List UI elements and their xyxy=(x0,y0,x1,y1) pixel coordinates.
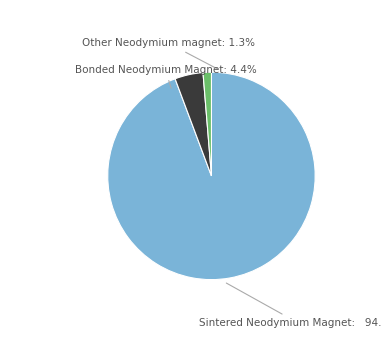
Wedge shape xyxy=(203,72,211,176)
Text: Sintered Neodymium Magnet:   94.3%: Sintered Neodymium Magnet: 94.3% xyxy=(199,283,381,328)
Text: Bonded Neodymium Magnet: 4.4%: Bonded Neodymium Magnet: 4.4% xyxy=(75,65,256,88)
Text: Other Neodymium magnet: 1.3%: Other Neodymium magnet: 1.3% xyxy=(82,38,255,69)
Wedge shape xyxy=(175,73,211,176)
Wedge shape xyxy=(108,72,315,280)
